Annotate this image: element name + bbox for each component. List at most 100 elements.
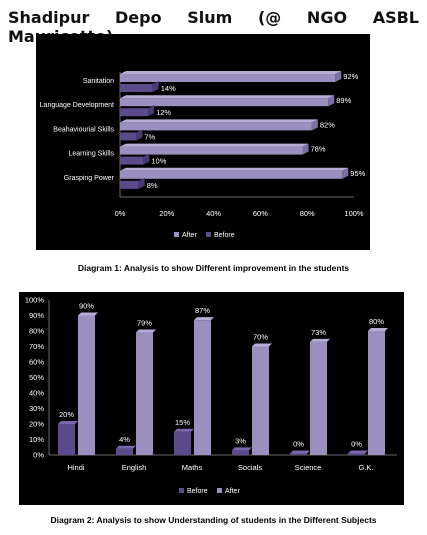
data-label-after-g-k: 80% — [369, 317, 384, 326]
bar-before-top-g-k — [348, 451, 368, 454]
category-label-hindi: Hindi — [67, 463, 84, 472]
category-label-grasping-power: Grasping Power — [64, 175, 115, 182]
bar-after-top-learning-skills — [120, 144, 309, 147]
data-label-after-science: 73% — [311, 328, 326, 337]
data-label-before-sanitation: 14% — [161, 84, 176, 93]
legend-label-after: After — [182, 232, 197, 239]
chart-subjects-panel: 0% 10% 20% 30% 40% 50% 60% 70% 80% 90% 100% 20% 90% H… — [19, 292, 404, 505]
bar-before-hindi — [58, 424, 75, 455]
bar-before-socials — [232, 450, 249, 455]
bar-before-side-beahaviourial-skills — [136, 129, 142, 140]
data-label-before-science: 0% — [293, 440, 304, 449]
legend-swatch-after — [217, 488, 222, 493]
bar-after-top-maths — [194, 317, 214, 320]
bar-before-side-sanitation — [153, 81, 159, 92]
x-tick-label-1: 20% — [159, 209, 174, 218]
bar-after-top-socials — [252, 344, 272, 347]
x-tick-label-0: 0% — [115, 209, 126, 218]
bar-after-top-hindi — [78, 313, 98, 316]
y-tick-label-6: 60% — [29, 358, 44, 367]
bar-before-beahaviourial-skills — [120, 132, 136, 140]
bar-after-language-development — [120, 98, 328, 106]
bar-after-grasping-power — [120, 171, 342, 179]
data-label-after-socials: 70% — [253, 333, 268, 342]
data-label-before-g-k: 0% — [351, 440, 362, 449]
bar-after-top-beahaviourial-skills — [120, 119, 318, 122]
y-tick-label-2: 20% — [29, 420, 44, 429]
bar-after-beahaviourial-skills — [120, 122, 312, 130]
data-label-before-language-development: 12% — [156, 108, 171, 117]
data-label-after-language-development: 89% — [336, 96, 351, 105]
bar-before-top-science — [290, 451, 310, 454]
bar-after-hindi — [78, 316, 95, 456]
bar-after-top-english — [136, 330, 156, 333]
bar-after-english — [136, 333, 153, 455]
y-tick-label-8: 80% — [29, 327, 44, 336]
category-label-beahaviourial-skills: Beahaviourial Skills — [53, 126, 114, 133]
bar-before-learning-skills — [120, 157, 143, 165]
bar-before-top-maths — [174, 429, 194, 432]
x-tick-label-2: 40% — [206, 209, 221, 218]
category-label-socials: Socials — [238, 463, 262, 472]
bar-before-english — [116, 449, 133, 455]
bar-before-top-english — [116, 446, 136, 449]
y-tick-label-9: 90% — [29, 311, 44, 320]
data-label-before-maths: 15% — [175, 418, 190, 427]
legend-swatch-after — [174, 232, 179, 237]
bar-before-grasping-power — [120, 181, 139, 189]
category-label-language-development: Language Development — [40, 102, 114, 109]
category-label-learning-skills: Learning Skills — [68, 151, 114, 158]
bar-before-top-socials — [232, 447, 252, 450]
bar-after-science — [310, 342, 327, 455]
data-label-after-sanitation: 92% — [343, 72, 358, 81]
diagram2-caption: Diagram 2: Analysis to show Understandin… — [0, 515, 427, 525]
data-label-after-hindi: 90% — [79, 302, 94, 311]
category-label-sanitation: Sanitation — [83, 78, 114, 85]
y-tick-label-5: 50% — [29, 373, 44, 382]
bar-after-top-grasping-power — [120, 168, 348, 171]
bar-before-side-grasping-power — [139, 178, 145, 189]
bar-before-maths — [174, 432, 191, 455]
y-tick-label-4: 40% — [29, 389, 44, 398]
bar-before-language-development — [120, 108, 148, 116]
data-label-after-grasping-power: 95% — [350, 169, 365, 178]
bar-after-socials — [252, 347, 269, 456]
bar-after-learning-skills — [120, 147, 303, 155]
diagram1-caption: Diagram 1: Analysis to show Different im… — [0, 263, 427, 273]
bar-before-side-language-development — [148, 105, 154, 116]
y-tick-label-7: 70% — [29, 342, 44, 351]
bar-after-top-language-development — [120, 95, 334, 98]
legend-swatch-before — [206, 232, 211, 237]
bar-after-g-k — [368, 331, 385, 455]
bar-before-side-learning-skills — [143, 154, 149, 165]
y-tick-label-3: 30% — [29, 404, 44, 413]
legend-label-before: Before — [214, 232, 235, 239]
y-tick-label-10: 100% — [25, 296, 45, 305]
data-label-after-english: 79% — [137, 319, 152, 328]
data-label-before-beahaviourial-skills: 7% — [144, 132, 155, 141]
x-tick-label-4: 80% — [300, 209, 315, 218]
x-tick-label-3: 60% — [253, 209, 268, 218]
bar-before-g-k — [348, 454, 365, 456]
legend-swatch-before — [179, 488, 184, 493]
data-label-before-socials: 3% — [235, 436, 246, 445]
category-label-maths: Maths — [182, 463, 203, 472]
bar-after-maths — [194, 320, 211, 455]
category-label-science: Science — [295, 463, 322, 472]
data-label-after-beahaviourial-skills: 82% — [320, 120, 335, 129]
y-tick-label-0: 0% — [33, 451, 44, 460]
legend-label-before: Before — [187, 488, 208, 495]
data-label-before-learning-skills: 10% — [151, 157, 166, 166]
data-label-before-hindi: 20% — [59, 410, 74, 419]
data-label-after-maths: 87% — [195, 306, 210, 315]
bar-before-sanitation — [120, 84, 153, 92]
chart-improvement: 92% 14% Sanitation 89% 12% Language Developme… — [36, 34, 370, 250]
bar-after-top-science — [310, 339, 330, 342]
y-tick-label-1: 10% — [29, 435, 44, 444]
category-label-english: English — [122, 463, 147, 472]
bar-after-top-g-k — [368, 328, 388, 331]
chart-improvement-panel: 92% 14% Sanitation 89% 12% Language Developme… — [36, 34, 370, 250]
bar-after-top-sanitation — [120, 71, 341, 74]
bar-before-top-hindi — [58, 421, 78, 424]
data-label-before-english: 4% — [119, 435, 130, 444]
